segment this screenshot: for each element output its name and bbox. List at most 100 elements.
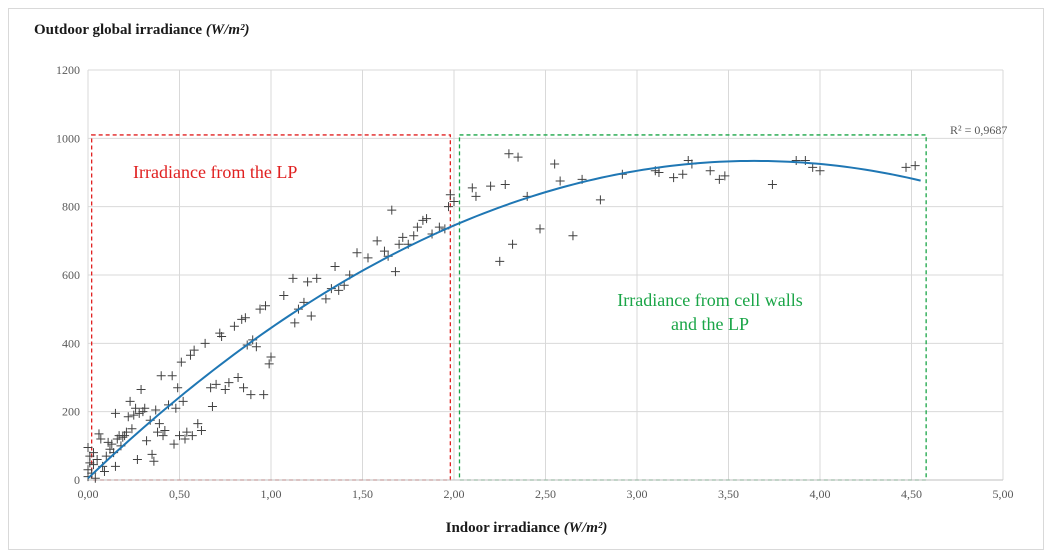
data-point bbox=[678, 169, 688, 179]
data-point bbox=[379, 246, 389, 256]
x-axis-title: Indoor irradiance (W/m²) bbox=[445, 520, 608, 536]
data-point bbox=[264, 359, 274, 369]
data-point bbox=[363, 253, 373, 263]
data-point bbox=[207, 402, 217, 412]
data-point bbox=[153, 427, 163, 437]
data-point bbox=[444, 202, 454, 212]
data-point bbox=[595, 195, 605, 205]
data-point bbox=[134, 408, 144, 418]
data-point bbox=[171, 403, 181, 413]
data-point bbox=[118, 432, 128, 442]
x-tick-label: 2,00 bbox=[444, 487, 465, 501]
data-point bbox=[175, 431, 184, 441]
data-point bbox=[312, 273, 322, 283]
data-point bbox=[791, 156, 801, 166]
data-point bbox=[467, 183, 477, 193]
data-point bbox=[94, 429, 104, 439]
data-point bbox=[910, 161, 920, 171]
data-point bbox=[251, 342, 261, 352]
y-tick-label: 600 bbox=[62, 268, 80, 282]
data-point bbox=[535, 224, 545, 234]
data-point bbox=[224, 378, 234, 388]
data-point bbox=[422, 214, 432, 224]
data-point bbox=[96, 434, 106, 444]
data-point bbox=[434, 222, 444, 232]
chart-frame bbox=[8, 8, 1044, 550]
data-point bbox=[334, 285, 344, 295]
data-point bbox=[409, 231, 419, 241]
r-squared-label: R² = 0,9687 bbox=[950, 123, 1008, 137]
data-point bbox=[107, 439, 117, 449]
data-point bbox=[486, 181, 496, 191]
y-tick-label: 1200 bbox=[56, 63, 80, 77]
data-point bbox=[255, 304, 265, 314]
annotation-cell-walls: Irradiance from cell walls and the LP bbox=[560, 288, 860, 336]
y-tick-label: 200 bbox=[62, 405, 80, 419]
x-tick-label: 5,00 bbox=[993, 487, 1014, 501]
x-tick-label: 4,50 bbox=[901, 487, 922, 501]
data-point bbox=[471, 191, 481, 201]
data-point bbox=[103, 437, 113, 447]
data-point bbox=[121, 427, 131, 437]
data-point bbox=[266, 352, 276, 362]
data-point bbox=[180, 434, 190, 444]
data-point bbox=[815, 166, 825, 176]
data-point bbox=[387, 205, 397, 215]
y-axis-title: Outdoor global irradiance (W/m²) bbox=[34, 22, 250, 38]
data-point bbox=[200, 338, 210, 348]
data-point bbox=[259, 390, 269, 400]
data-point bbox=[132, 455, 142, 464]
data-point bbox=[239, 383, 249, 393]
y-tick-label: 0 bbox=[74, 473, 80, 487]
data-point bbox=[449, 197, 459, 207]
data-point bbox=[720, 171, 730, 181]
data-point bbox=[398, 232, 408, 242]
data-point bbox=[88, 448, 98, 458]
data-point bbox=[352, 248, 362, 258]
data-point bbox=[185, 350, 195, 360]
x-tick-label: 3,00 bbox=[627, 487, 648, 501]
x-tick-label: 0,50 bbox=[169, 487, 190, 501]
data-point bbox=[156, 371, 166, 381]
data-point bbox=[390, 267, 400, 277]
data-point bbox=[142, 436, 152, 446]
data-point bbox=[92, 455, 102, 464]
data-point bbox=[412, 222, 422, 232]
data-point bbox=[233, 373, 243, 382]
data-point bbox=[279, 291, 289, 300]
data-point bbox=[88, 460, 98, 470]
x-tick-label: 3,50 bbox=[718, 487, 739, 501]
data-point bbox=[196, 425, 206, 435]
data-point bbox=[127, 424, 137, 434]
x-tick-label: 1,50 bbox=[352, 487, 373, 501]
data-point bbox=[160, 425, 170, 435]
data-point bbox=[178, 396, 188, 406]
data-point bbox=[394, 239, 404, 249]
y-tick-label: 400 bbox=[62, 336, 80, 350]
data-point bbox=[550, 159, 560, 169]
data-point bbox=[330, 261, 340, 271]
data-point bbox=[901, 162, 911, 172]
y-tick-label: 1000 bbox=[56, 131, 80, 145]
data-point bbox=[767, 179, 777, 189]
data-point bbox=[206, 383, 216, 393]
data-point bbox=[306, 311, 316, 321]
data-point bbox=[705, 166, 715, 176]
data-point bbox=[149, 456, 159, 466]
data-point bbox=[495, 256, 505, 266]
data-point bbox=[500, 179, 510, 189]
y-tick-label: 800 bbox=[62, 200, 80, 214]
data-point bbox=[555, 176, 565, 186]
data-point bbox=[193, 419, 203, 429]
data-point bbox=[246, 390, 256, 400]
x-tick-label: 0,00 bbox=[78, 487, 99, 501]
annotation-lp: Irradiance from the LP bbox=[133, 162, 298, 182]
data-point bbox=[508, 239, 518, 249]
data-point bbox=[129, 410, 139, 420]
data-point bbox=[182, 427, 192, 437]
data-point bbox=[167, 371, 177, 381]
data-points bbox=[83, 149, 920, 483]
data-point bbox=[154, 419, 164, 429]
x-tick-label: 2,50 bbox=[535, 487, 556, 501]
